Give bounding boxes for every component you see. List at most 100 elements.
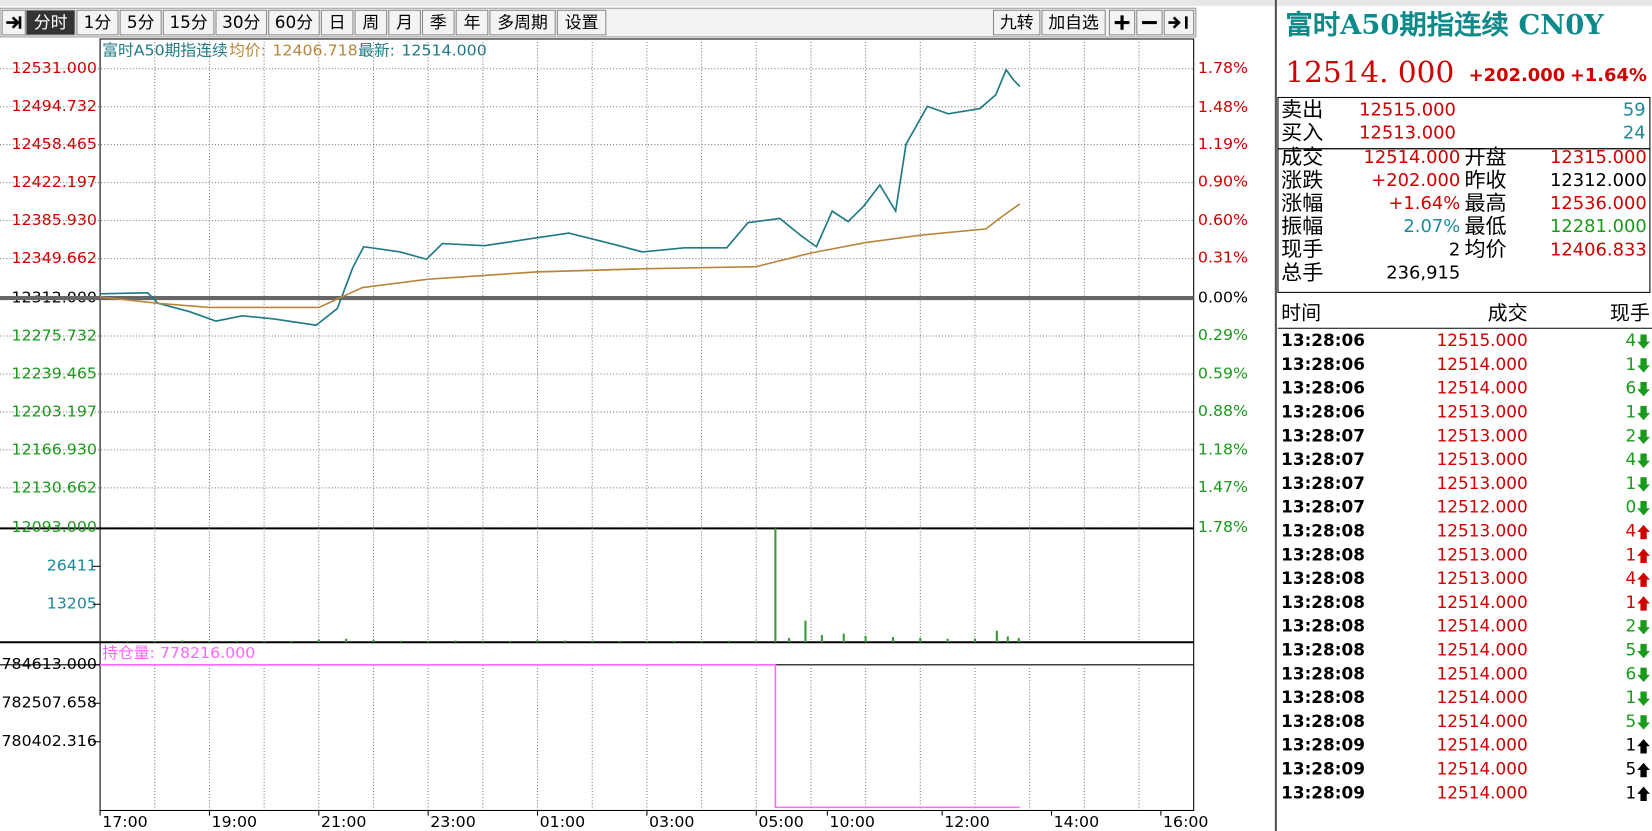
trade-time: 13:28:08 bbox=[1281, 712, 1365, 731]
trade-price: 12514.000 bbox=[1437, 760, 1528, 779]
y2-tick-label: 1.78% bbox=[1198, 518, 1248, 536]
trade-volume: 1 bbox=[1625, 593, 1636, 612]
trade-time: 13:28:09 bbox=[1281, 760, 1365, 779]
stat-label: 涨幅 bbox=[1281, 191, 1323, 215]
trade-volume: 2 bbox=[1625, 617, 1636, 636]
stat-value: 12312.000 bbox=[1550, 171, 1647, 191]
period-button[interactable]: 5分 bbox=[119, 9, 162, 36]
add-button[interactable] bbox=[1108, 9, 1136, 36]
period-button[interactable]: 设置 bbox=[556, 9, 607, 36]
quote-panel: 富时A50期指连续 CN0Y 12514. 000 +202.000 +1.64… bbox=[1277, 9, 1651, 293]
volume-bar bbox=[788, 637, 791, 643]
button-label: 年 bbox=[464, 13, 481, 32]
trade-price: 12515.000 bbox=[1437, 331, 1528, 350]
volume-bar bbox=[153, 641, 156, 643]
volume-bar bbox=[263, 640, 266, 643]
volume-bar bbox=[700, 641, 703, 643]
oi-header: 持仓量: 778216.000 bbox=[102, 644, 255, 662]
trade-volume: 1 bbox=[1625, 784, 1636, 803]
volume-bar bbox=[673, 640, 676, 643]
period-button[interactable]: 分时 bbox=[25, 9, 76, 36]
stat-label: 最高 bbox=[1464, 191, 1506, 215]
button-frame bbox=[119, 9, 162, 36]
button-label: 季 bbox=[430, 13, 447, 32]
trades-panel: 时间 成交 现手 13:28:06 12515.000 4 13:28:06 12514.00… bbox=[1277, 302, 1652, 803]
chart-header: 12406.718 bbox=[272, 42, 357, 60]
period-button[interactable]: 60分 bbox=[268, 9, 320, 36]
trade-price: 12514.000 bbox=[1437, 379, 1528, 398]
button-label: 九转 bbox=[1000, 13, 1034, 32]
period-button[interactable]: 日 bbox=[320, 9, 354, 36]
stat-label: 开盘 bbox=[1464, 145, 1506, 169]
change-pct: +1.64% bbox=[1570, 66, 1647, 86]
trade-volume: 2 bbox=[1625, 426, 1636, 445]
volume-bar bbox=[235, 640, 238, 643]
period-button[interactable]: 30分 bbox=[215, 9, 268, 36]
period-button[interactable]: 周 bbox=[354, 9, 388, 36]
trade-volume: 1 bbox=[1625, 403, 1636, 422]
trade-volume: 1 bbox=[1625, 355, 1636, 374]
period-button[interactable]: 季 bbox=[421, 9, 455, 36]
volume-bar bbox=[618, 641, 621, 643]
volume-bar bbox=[842, 633, 845, 643]
stat-label: 振幅 bbox=[1281, 214, 1323, 238]
button-frame bbox=[1041, 9, 1106, 36]
trade-time: 13:28:07 bbox=[1281, 474, 1365, 493]
trade-time: 13:28:06 bbox=[1281, 403, 1365, 422]
y-tick-label: 784613.000 bbox=[2, 655, 97, 673]
volume-bar bbox=[820, 635, 823, 643]
trade-time: 13:28:07 bbox=[1281, 498, 1365, 517]
button-label: 日 bbox=[329, 13, 346, 32]
trade-price: 12514.000 bbox=[1437, 712, 1528, 731]
tool-button[interactable]: 九转 bbox=[992, 9, 1041, 36]
button-label: 月 bbox=[396, 13, 413, 32]
stat-value: 2.07% bbox=[1403, 217, 1460, 237]
button-frame bbox=[25, 9, 76, 36]
volume-bar bbox=[645, 640, 648, 643]
y2-tick-label: 1.47% bbox=[1198, 478, 1248, 496]
period-button[interactable]: 年 bbox=[455, 9, 489, 36]
button-frame bbox=[556, 9, 607, 36]
y-tick-label: 780402.316 bbox=[2, 732, 97, 750]
series-line bbox=[100, 664, 1020, 809]
y-tick-label: 26411 bbox=[47, 557, 97, 575]
trade-time: 13:28:08 bbox=[1281, 688, 1365, 707]
period-button[interactable]: 1分 bbox=[76, 9, 119, 36]
volume-bar bbox=[755, 640, 758, 643]
book-volume: 24 bbox=[1623, 124, 1646, 144]
volume-bar bbox=[509, 641, 512, 643]
trade-price: 12513.000 bbox=[1437, 426, 1528, 445]
trade-time: 13:28:08 bbox=[1281, 641, 1365, 660]
trade-price: 12514.000 bbox=[1437, 617, 1528, 636]
stat-value: +1.64% bbox=[1388, 194, 1460, 214]
stat-value: +202.000 bbox=[1371, 171, 1460, 191]
change: +202.000 bbox=[1469, 66, 1565, 86]
volume-bar bbox=[181, 640, 184, 643]
trade-volume: 1 bbox=[1625, 736, 1636, 755]
expand-button[interactable] bbox=[1163, 9, 1195, 36]
collapse-button[interactable] bbox=[1, 9, 26, 36]
y2-tick-label: 0.31% bbox=[1198, 249, 1248, 267]
stat-label: 总手 bbox=[1281, 261, 1323, 285]
trade-price: 12514.000 bbox=[1437, 736, 1528, 755]
trade-time: 13:28:08 bbox=[1281, 593, 1365, 612]
trades-header: 时间 bbox=[1281, 302, 1321, 325]
x-tick-label: 12:00 bbox=[944, 813, 989, 831]
trade-price: 12514.000 bbox=[1437, 688, 1528, 707]
trade-price: 12514.000 bbox=[1437, 784, 1528, 803]
button-frame bbox=[1108, 9, 1136, 36]
period-button[interactable]: 多周期 bbox=[489, 9, 556, 36]
period-button[interactable]: 15分 bbox=[162, 9, 215, 36]
period-button[interactable]: 月 bbox=[388, 9, 421, 36]
tool-button[interactable]: 加自选 bbox=[1041, 9, 1106, 36]
remove-button[interactable] bbox=[1136, 9, 1163, 36]
y2-tick-label: 1.19% bbox=[1198, 135, 1248, 153]
volume-bar bbox=[208, 641, 211, 643]
button-frame bbox=[320, 9, 354, 36]
trade-time: 13:28:08 bbox=[1281, 664, 1365, 683]
stat-value: 12315.000 bbox=[1550, 148, 1647, 168]
icon bbox=[6, 16, 22, 29]
button-frame bbox=[455, 9, 489, 36]
button-label: 30分 bbox=[222, 13, 260, 32]
